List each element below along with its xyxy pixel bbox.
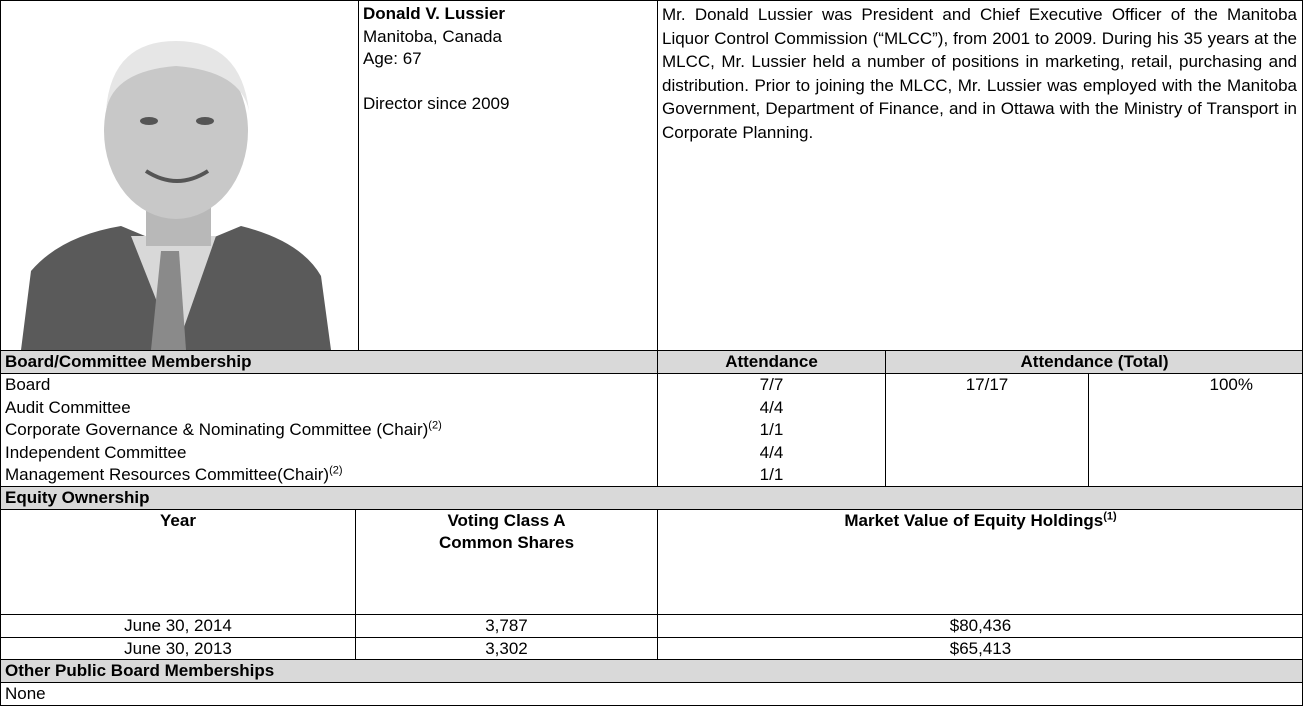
committee-row: Independent Committee	[5, 442, 653, 465]
location: Manitoba, Canada	[363, 26, 653, 49]
membership-header: Board/Committee Membership	[0, 350, 657, 373]
director-name: Donald V. Lussier	[363, 3, 653, 26]
name-cell: Donald V. Lussier Manitoba, Canada Age: …	[358, 0, 657, 350]
total-header: Attendance (Total)	[885, 350, 1303, 373]
shares-column: Voting Class A Common Shares	[355, 509, 657, 614]
committee-name: Management Resources Committee(Chair)	[5, 465, 329, 484]
photo-cell	[0, 0, 358, 350]
bio: Mr. Donald Lussier was President and Chi…	[662, 5, 1297, 142]
equity-cell: June 30, 2014	[0, 614, 355, 637]
border	[1302, 0, 1303, 706]
other-boards-header: Other Public Board Memberships	[0, 659, 1303, 682]
attendance: 1/1	[662, 419, 881, 442]
committee-row: Management Resources Committee(Chair)(2)	[5, 464, 653, 487]
committee-row: Audit Committee	[5, 397, 653, 420]
attendance: 4/4	[662, 397, 881, 420]
equity-cell: June 30, 2013	[0, 637, 355, 660]
attendance-header: Attendance	[657, 350, 885, 373]
committee-row: Board	[5, 374, 653, 397]
attendance: 4/4	[662, 442, 881, 465]
footnote-ref: (2)	[329, 464, 342, 476]
committee-name: Board	[5, 375, 50, 394]
age: Age: 67	[363, 48, 653, 71]
portrait	[1, 1, 357, 350]
equity-cell: $65,413	[657, 637, 1303, 660]
attendance: 1/1	[662, 464, 881, 487]
equity-cell: $80,436	[657, 614, 1303, 637]
market-column-label: Market Value of Equity Holdings	[844, 511, 1103, 530]
equity-cell: 3,787	[355, 614, 657, 637]
equity-header: Equity Ownership	[0, 486, 1303, 509]
membership-list: Board Audit Committee Corporate Governance…	[0, 373, 657, 486]
profile-page: Donald V. Lussier Manitoba, Canada Age: …	[0, 0, 1304, 706]
committee-row: Corporate Governance & Nominating Commit…	[5, 419, 653, 442]
total: 17/17	[890, 374, 1084, 397]
attendance: 7/7	[662, 374, 881, 397]
committee-name: Audit Committee	[5, 398, 131, 417]
committee-name: Corporate Governance & Nominating Commit…	[5, 420, 428, 439]
footnote-ref: (1)	[1103, 510, 1116, 522]
footnote-ref: (2)	[428, 419, 441, 431]
committee-name: Independent Committee	[5, 443, 186, 462]
equity-cell: 3,302	[355, 637, 657, 660]
total-cell: 17/17	[885, 373, 1088, 486]
total-percent: 100%	[1093, 374, 1253, 397]
other-boards-value: None	[0, 682, 1303, 706]
director-since: Director since 2009	[363, 93, 653, 116]
bio-cell: Mr. Donald Lussier was President and Chi…	[657, 0, 1303, 350]
percent-cell: 100%	[1088, 373, 1303, 486]
year-column: Year	[0, 509, 355, 614]
market-column: Market Value of Equity Holdings(1)	[657, 509, 1303, 614]
